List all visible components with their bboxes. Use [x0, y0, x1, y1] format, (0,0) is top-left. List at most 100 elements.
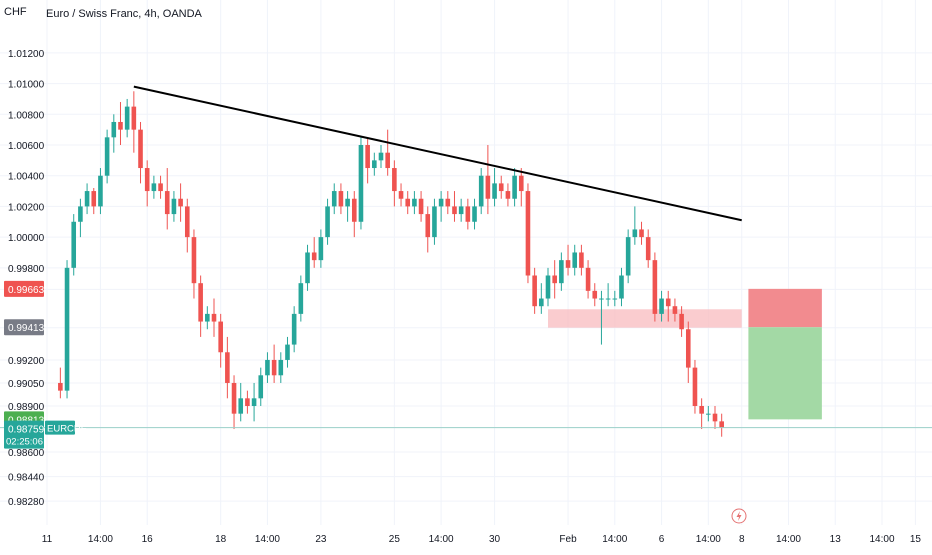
candle[interactable]	[532, 275, 537, 307]
candle[interactable]	[144, 168, 150, 192]
candle[interactable]	[659, 298, 664, 314]
candle[interactable]	[84, 191, 90, 207]
candle[interactable]	[612, 298, 618, 300]
candle[interactable]	[231, 382, 237, 414]
candle[interactable]	[672, 306, 678, 314]
candle[interactable]	[258, 375, 264, 399]
candle[interactable]	[452, 206, 457, 215]
candle[interactable]	[445, 198, 451, 207]
candle[interactable]	[592, 290, 598, 299]
candle[interactable]	[291, 313, 297, 345]
candle[interactable]	[505, 191, 511, 199]
candle[interactable]	[458, 206, 464, 215]
candle[interactable]	[525, 191, 531, 276]
candle[interactable]	[625, 237, 631, 276]
candle[interactable]	[358, 145, 364, 222]
candle[interactable]	[706, 413, 711, 415]
candle[interactable]	[171, 198, 177, 215]
candle[interactable]	[652, 260, 658, 314]
candle[interactable]	[699, 405, 704, 414]
candle[interactable]	[345, 198, 350, 207]
candle[interactable]	[492, 183, 497, 199]
candle[interactable]	[438, 198, 444, 207]
candle[interactable]	[559, 260, 564, 284]
candle[interactable]	[552, 275, 557, 284]
candle[interactable]	[191, 237, 197, 284]
candle[interactable]	[98, 175, 103, 207]
candle[interactable]	[665, 298, 671, 307]
candle[interactable]	[198, 283, 203, 322]
candle[interactable]	[104, 137, 110, 176]
candle[interactable]	[685, 329, 691, 368]
candle[interactable]	[572, 252, 578, 268]
candle[interactable]	[251, 398, 257, 406]
take-profit-zone[interactable]	[748, 327, 822, 420]
candle[interactable]	[164, 191, 170, 215]
candle[interactable]	[318, 237, 324, 261]
candle[interactable]	[372, 160, 377, 169]
candle[interactable]	[245, 398, 250, 406]
candle[interactable]	[692, 367, 698, 406]
time-axis[interactable]: 11 14:00 16 18 14:00 23 25 14:00 30 Feb 14:00 6 14:0…	[42, 534, 922, 545]
candle[interactable]	[311, 252, 317, 261]
candle[interactable]	[465, 206, 471, 222]
candles[interactable]	[58, 91, 724, 437]
lightning-icon[interactable]	[731, 508, 747, 524]
stop-loss-zone[interactable]	[748, 288, 822, 328]
candle[interactable]	[285, 344, 290, 360]
candle[interactable]	[78, 206, 83, 222]
candle[interactable]	[545, 275, 551, 299]
candle[interactable]	[218, 321, 223, 353]
candle[interactable]	[432, 206, 437, 238]
candle[interactable]	[138, 129, 143, 169]
candle[interactable]	[91, 191, 97, 207]
candle[interactable]	[298, 283, 304, 314]
candle[interactable]	[305, 252, 310, 284]
candle[interactable]	[712, 413, 718, 422]
candle[interactable]	[118, 121, 123, 130]
resistance-trendline[interactable]	[133, 85, 742, 222]
candle[interactable]	[579, 252, 584, 268]
candle[interactable]	[378, 152, 384, 161]
candle[interactable]	[398, 191, 404, 199]
candle[interactable]	[719, 421, 724, 428]
candle[interactable]	[485, 175, 491, 199]
candle[interactable]	[278, 359, 284, 376]
candle[interactable]	[131, 106, 137, 130]
candle[interactable]	[111, 121, 117, 138]
candle[interactable]	[184, 206, 190, 238]
candle[interactable]	[539, 298, 544, 307]
candle[interactable]	[338, 191, 344, 207]
candle[interactable]	[365, 145, 370, 169]
candle[interactable]	[265, 359, 270, 376]
candle[interactable]	[632, 229, 638, 238]
candle[interactable]	[418, 198, 424, 215]
candle[interactable]	[238, 398, 244, 414]
candle[interactable]	[385, 152, 390, 169]
candle[interactable]	[71, 221, 77, 268]
candle[interactable]	[271, 359, 277, 376]
supply-zone[interactable]	[548, 309, 742, 328]
candle[interactable]	[605, 298, 611, 300]
candle[interactable]	[205, 313, 210, 322]
candle[interactable]	[64, 267, 70, 391]
candle[interactable]	[565, 260, 571, 268]
candle[interactable]	[405, 198, 411, 207]
candle[interactable]	[151, 183, 157, 192]
candle[interactable]	[478, 175, 484, 207]
trendline[interactable]	[133, 85, 742, 222]
candle[interactable]	[498, 183, 504, 192]
candle[interactable]	[178, 198, 183, 207]
candle[interactable]	[679, 313, 684, 330]
candle[interactable]	[585, 267, 591, 291]
candle[interactable]	[211, 313, 217, 322]
candle[interactable]	[412, 198, 417, 207]
candle[interactable]	[639, 229, 644, 238]
candle[interactable]	[331, 191, 337, 207]
candle[interactable]	[518, 175, 524, 192]
candle[interactable]	[619, 275, 624, 299]
candle[interactable]	[124, 106, 130, 130]
candle[interactable]	[512, 175, 517, 199]
candle[interactable]	[472, 206, 477, 222]
